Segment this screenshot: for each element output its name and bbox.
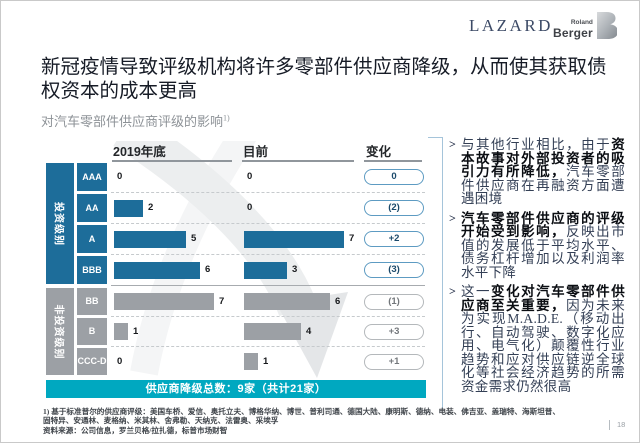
bar (114, 293, 214, 310)
bar (244, 261, 287, 279)
bar-value: 0 (117, 171, 123, 182)
group-label: 非投资级别 (46, 288, 74, 375)
lazard-logo: LAZARD (469, 16, 553, 35)
bar (244, 293, 330, 310)
change-pill: (3) (364, 262, 424, 278)
page-number: 18 (609, 420, 625, 430)
bar-value: 3 (292, 264, 298, 275)
bar (114, 323, 128, 340)
group-label-text: 非投资级别 (52, 304, 64, 359)
row-separator (111, 223, 425, 224)
bar-value: 6 (335, 296, 341, 307)
chart: 2019年底 目前 变化 投资级别 AAA 0 0 0 AA 2 0 (2) A 5 7 +2 BBB 6 3… (46, 141, 426, 399)
bar (244, 353, 258, 370)
berger-label: Berger (553, 26, 593, 40)
source-line: 资料来源：公司信息，罗兰贝格/拉扎德，标普市场财智 (43, 425, 228, 435)
change-pill: (2) (364, 200, 424, 216)
bar (114, 261, 200, 279)
bar-value: 7 (219, 296, 225, 307)
column-underline (242, 160, 354, 162)
chart-banner: 供应商降级总数：9家（共计21家） (46, 380, 426, 398)
change-pill: +3 (364, 323, 424, 340)
footnote: 1) 基于标准普尔的供应商评级：美国车桥、爱信、奥托立夫、博格华纳、博世、普利司… (43, 407, 608, 435)
bar-value: 0 (117, 356, 123, 367)
roland-berger-b-icon (596, 12, 617, 39)
rating-label: B (77, 318, 107, 345)
rating-label: AAA (77, 163, 107, 191)
rating-label: A (77, 225, 107, 253)
bullet-text: 汽车零部件供应商的评级开始受到影响，反映出市值的发展低于平均水平、债务杠杆增加以… (461, 210, 625, 280)
bullet-text: 这一变化对汽车零部件供应商至关重要，因为未来为实现M.A.D.E.（移动出行、自… (461, 284, 625, 394)
row-separator (111, 316, 425, 317)
bar-value: 0 (247, 202, 253, 213)
bar-value: 0 (247, 171, 253, 182)
roland-berger-wordmark: Roland Berger (553, 18, 593, 40)
chart-subtitle-text: 对汽车零部件供应商评级的影响 (41, 114, 224, 129)
change-pill: (1) (364, 293, 424, 310)
change-pill: +2 (364, 231, 424, 247)
group-label-text: 投资级别 (52, 201, 64, 246)
footnote-line: 固特异、安通林、麦格纳、米其林、舍弗勒、天纳克、法雷奥、采埃孚 (43, 416, 279, 426)
rating-label: AA (77, 194, 107, 222)
bullet-list: > 与其他行业相比，由于资本故事对外部投资者的吸引力有所降低，汽车零部件供应商在再… (449, 137, 625, 399)
bar (244, 230, 344, 248)
bullet-item: > 汽车零部件供应商的评级开始受到影响，反映出市值的发展低于平均水平、债务杠杆增加… (449, 210, 625, 280)
bar-value: 5 (191, 233, 197, 244)
change-pill: +1 (364, 353, 424, 370)
bar-value: 2 (148, 202, 154, 213)
roland-berger-logo: Roland Berger (553, 12, 617, 39)
bar (114, 199, 143, 217)
column-header-current: 目前 (243, 145, 269, 159)
bar-value: 6 (205, 264, 211, 275)
row-separator (111, 192, 425, 193)
page-title: 新冠疫情导致评级机构将许多零部件供应商降级，从而使其获取债权资本的成本更高 (41, 57, 607, 103)
bar (114, 230, 186, 248)
bullet-item: > 这一变化对汽车零部件供应商至关重要，因为未来为实现M.A.D.E.（移动出行、… (449, 284, 625, 394)
column-header-2019: 2019年底 (113, 145, 166, 159)
chart-subtitle: 对汽车零部件供应商评级的影响1) (41, 111, 230, 130)
column-header-change: 变化 (366, 145, 392, 159)
bullet-text: 与其他行业相比，由于资本故事对外部投资者的吸引力有所降低，汽车零部件供应商在再融… (461, 137, 625, 206)
bullet-item: > 与其他行业相比，由于资本故事对外部投资者的吸引力有所降低，汽车零部件供应商在再… (449, 137, 625, 206)
bullet-marker: > (449, 284, 456, 298)
column-underline (112, 160, 232, 162)
bar-value: 1 (263, 356, 269, 367)
rating-label: BB (77, 288, 107, 315)
bar-value: 1 (133, 326, 139, 337)
column-underline (364, 160, 422, 162)
bar-value: 4 (306, 326, 312, 337)
bar (244, 323, 301, 340)
rating-label: CCC-D (77, 348, 107, 375)
chart-layer: 2019年底 目前 变化 投资级别 AAA 0 0 0 AA 2 0 (2) A 5 7 +2 BBB 6 3… (46, 141, 426, 399)
bullet-marker: > (449, 137, 456, 151)
section-divider-line (111, 285, 425, 286)
change-pill: 0 (364, 169, 424, 185)
bar-value: 7 (349, 233, 355, 244)
panel-bracket-line (428, 137, 443, 409)
footnote-reference: 1) (223, 113, 230, 123)
row-separator (111, 254, 425, 255)
bullet-marker: > (449, 210, 456, 225)
group-label: 投资级别 (46, 163, 74, 284)
row-separator (111, 346, 425, 347)
footnote-line: 1) 基于标准普尔的供应商评级：美国车桥、爱信、奥托立夫、博格华纳、博世、普利司… (43, 407, 560, 416)
roland-label: Roland (570, 18, 593, 26)
rating-label: BBB (77, 256, 107, 284)
